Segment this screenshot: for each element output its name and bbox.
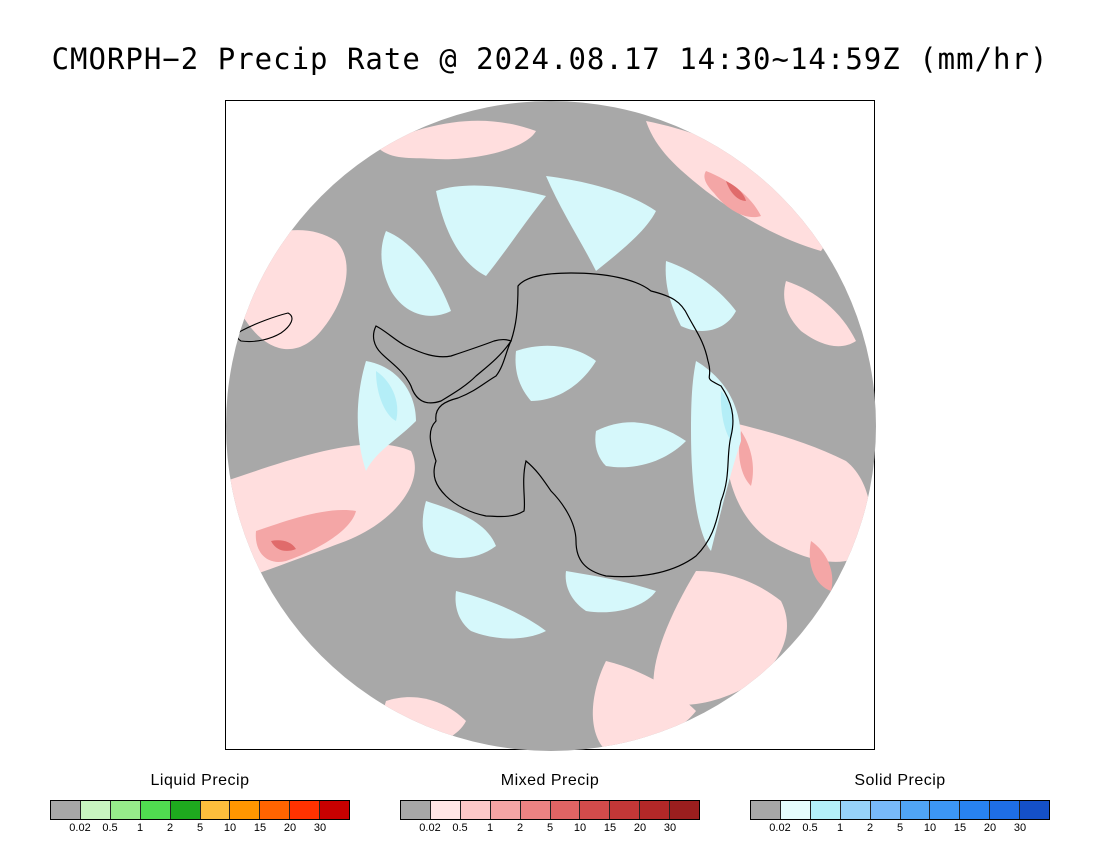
antarctic-peninsula-coastline [372, 325, 512, 404]
legend-tick-label: 15 [603, 822, 617, 834]
legend-swatch [900, 801, 931, 819]
legend-color-bar [750, 800, 1050, 820]
legend-color-bar [400, 800, 700, 820]
polar-map [225, 100, 876, 751]
legend-swatch [200, 801, 231, 819]
legend-tick-label: 0.5 [452, 822, 468, 834]
legend-tick-label: 10 [573, 822, 587, 834]
legend-tick-label: 15 [253, 822, 267, 834]
legend-swatch [640, 801, 671, 819]
legend-swatch [670, 801, 700, 819]
legend-tick-label: 0.02 [69, 822, 91, 834]
legend-swatch [550, 801, 581, 819]
legend-swatch [260, 801, 291, 819]
legend-tick-label: 5 [896, 822, 904, 834]
legend-tick-label: 5 [546, 822, 554, 834]
legend-swatch [401, 801, 431, 819]
legend-tick-labels: 0.02 0.5 1 2 5 10 15 20 30 [400, 822, 700, 836]
solid-precip-legend: Solid Precip 0.02 0.5 1 2 5 10 15 20 30 [750, 772, 1050, 836]
mixed-precip-light-regions [226, 120, 871, 751]
legend-tick-labels: 0.02 0.5 1 2 5 10 15 20 30 [50, 822, 350, 836]
legend-color-bar [50, 800, 350, 820]
legend-tick-label: 2 [166, 822, 174, 834]
legend-swatch [290, 801, 321, 819]
legend-swatch [930, 801, 961, 819]
legend-tick-label: 30 [313, 822, 327, 834]
legend-swatch [520, 801, 551, 819]
legend-swatch [140, 801, 171, 819]
legend-tick-label: 10 [223, 822, 237, 834]
legend-tick-label: 20 [283, 822, 297, 834]
map-title: CMORPH−2 Precip Rate @ 2024.08.17 14:30~… [51, 42, 1049, 76]
antarctica-coastline [429, 272, 734, 578]
legend-swatch [1020, 801, 1050, 819]
legend-tick-label: 30 [1013, 822, 1027, 834]
legend-tick-label: 2 [866, 822, 874, 834]
legend-tick-label: 10 [923, 822, 937, 834]
legend-tick-label: 20 [983, 822, 997, 834]
legend-tick-label: 0.5 [802, 822, 818, 834]
legend-swatch [490, 801, 521, 819]
legend-tick-label: 1 [836, 822, 844, 834]
legend-tick-labels: 0.02 0.5 1 2 5 10 15 20 30 [750, 822, 1050, 836]
legend-swatch [751, 801, 781, 819]
legend-swatch [170, 801, 201, 819]
legend-tick-label: 0.02 [769, 822, 791, 834]
legend-swatch [810, 801, 841, 819]
legend-tick-label: 0.5 [102, 822, 118, 834]
legend-swatch [460, 801, 491, 819]
legend-title: Mixed Precip [500, 772, 600, 789]
legend-title: Liquid Precip [150, 772, 250, 789]
legend-swatch [580, 801, 611, 819]
legend-swatch [430, 801, 461, 819]
mixed-precip-heavy-regions [271, 181, 746, 551]
legend-swatch [870, 801, 901, 819]
legend-swatch [110, 801, 141, 819]
legend-swatch [51, 801, 81, 819]
legend-swatch [990, 801, 1021, 819]
legend-swatch [840, 801, 871, 819]
legend-tick-label: 0.02 [419, 822, 441, 834]
legend-swatch [780, 801, 811, 819]
legend-tick-label: 2 [516, 822, 524, 834]
legend-swatch [960, 801, 991, 819]
legend-tick-label: 15 [953, 822, 967, 834]
legend-tick-label: 30 [663, 822, 677, 834]
legend-tick-label: 20 [633, 822, 647, 834]
legend-title: Solid Precip [854, 772, 946, 789]
polar-map-canvas [226, 101, 876, 751]
solid-precip-moderate-regions [376, 371, 733, 441]
legend-swatch [230, 801, 261, 819]
legend-tick-label: 5 [196, 822, 204, 834]
liquid-precip-legend: Liquid Precip 0.02 0.5 1 2 5 10 15 20 30 [50, 772, 350, 836]
legend-swatch [610, 801, 641, 819]
mixed-precip-legend: Mixed Precip 0.02 0.5 1 2 5 10 15 20 30 [400, 772, 700, 836]
legend-swatch [80, 801, 111, 819]
legend-tick-label: 1 [486, 822, 494, 834]
legend-swatch [320, 801, 350, 819]
legend-tick-label: 1 [136, 822, 144, 834]
